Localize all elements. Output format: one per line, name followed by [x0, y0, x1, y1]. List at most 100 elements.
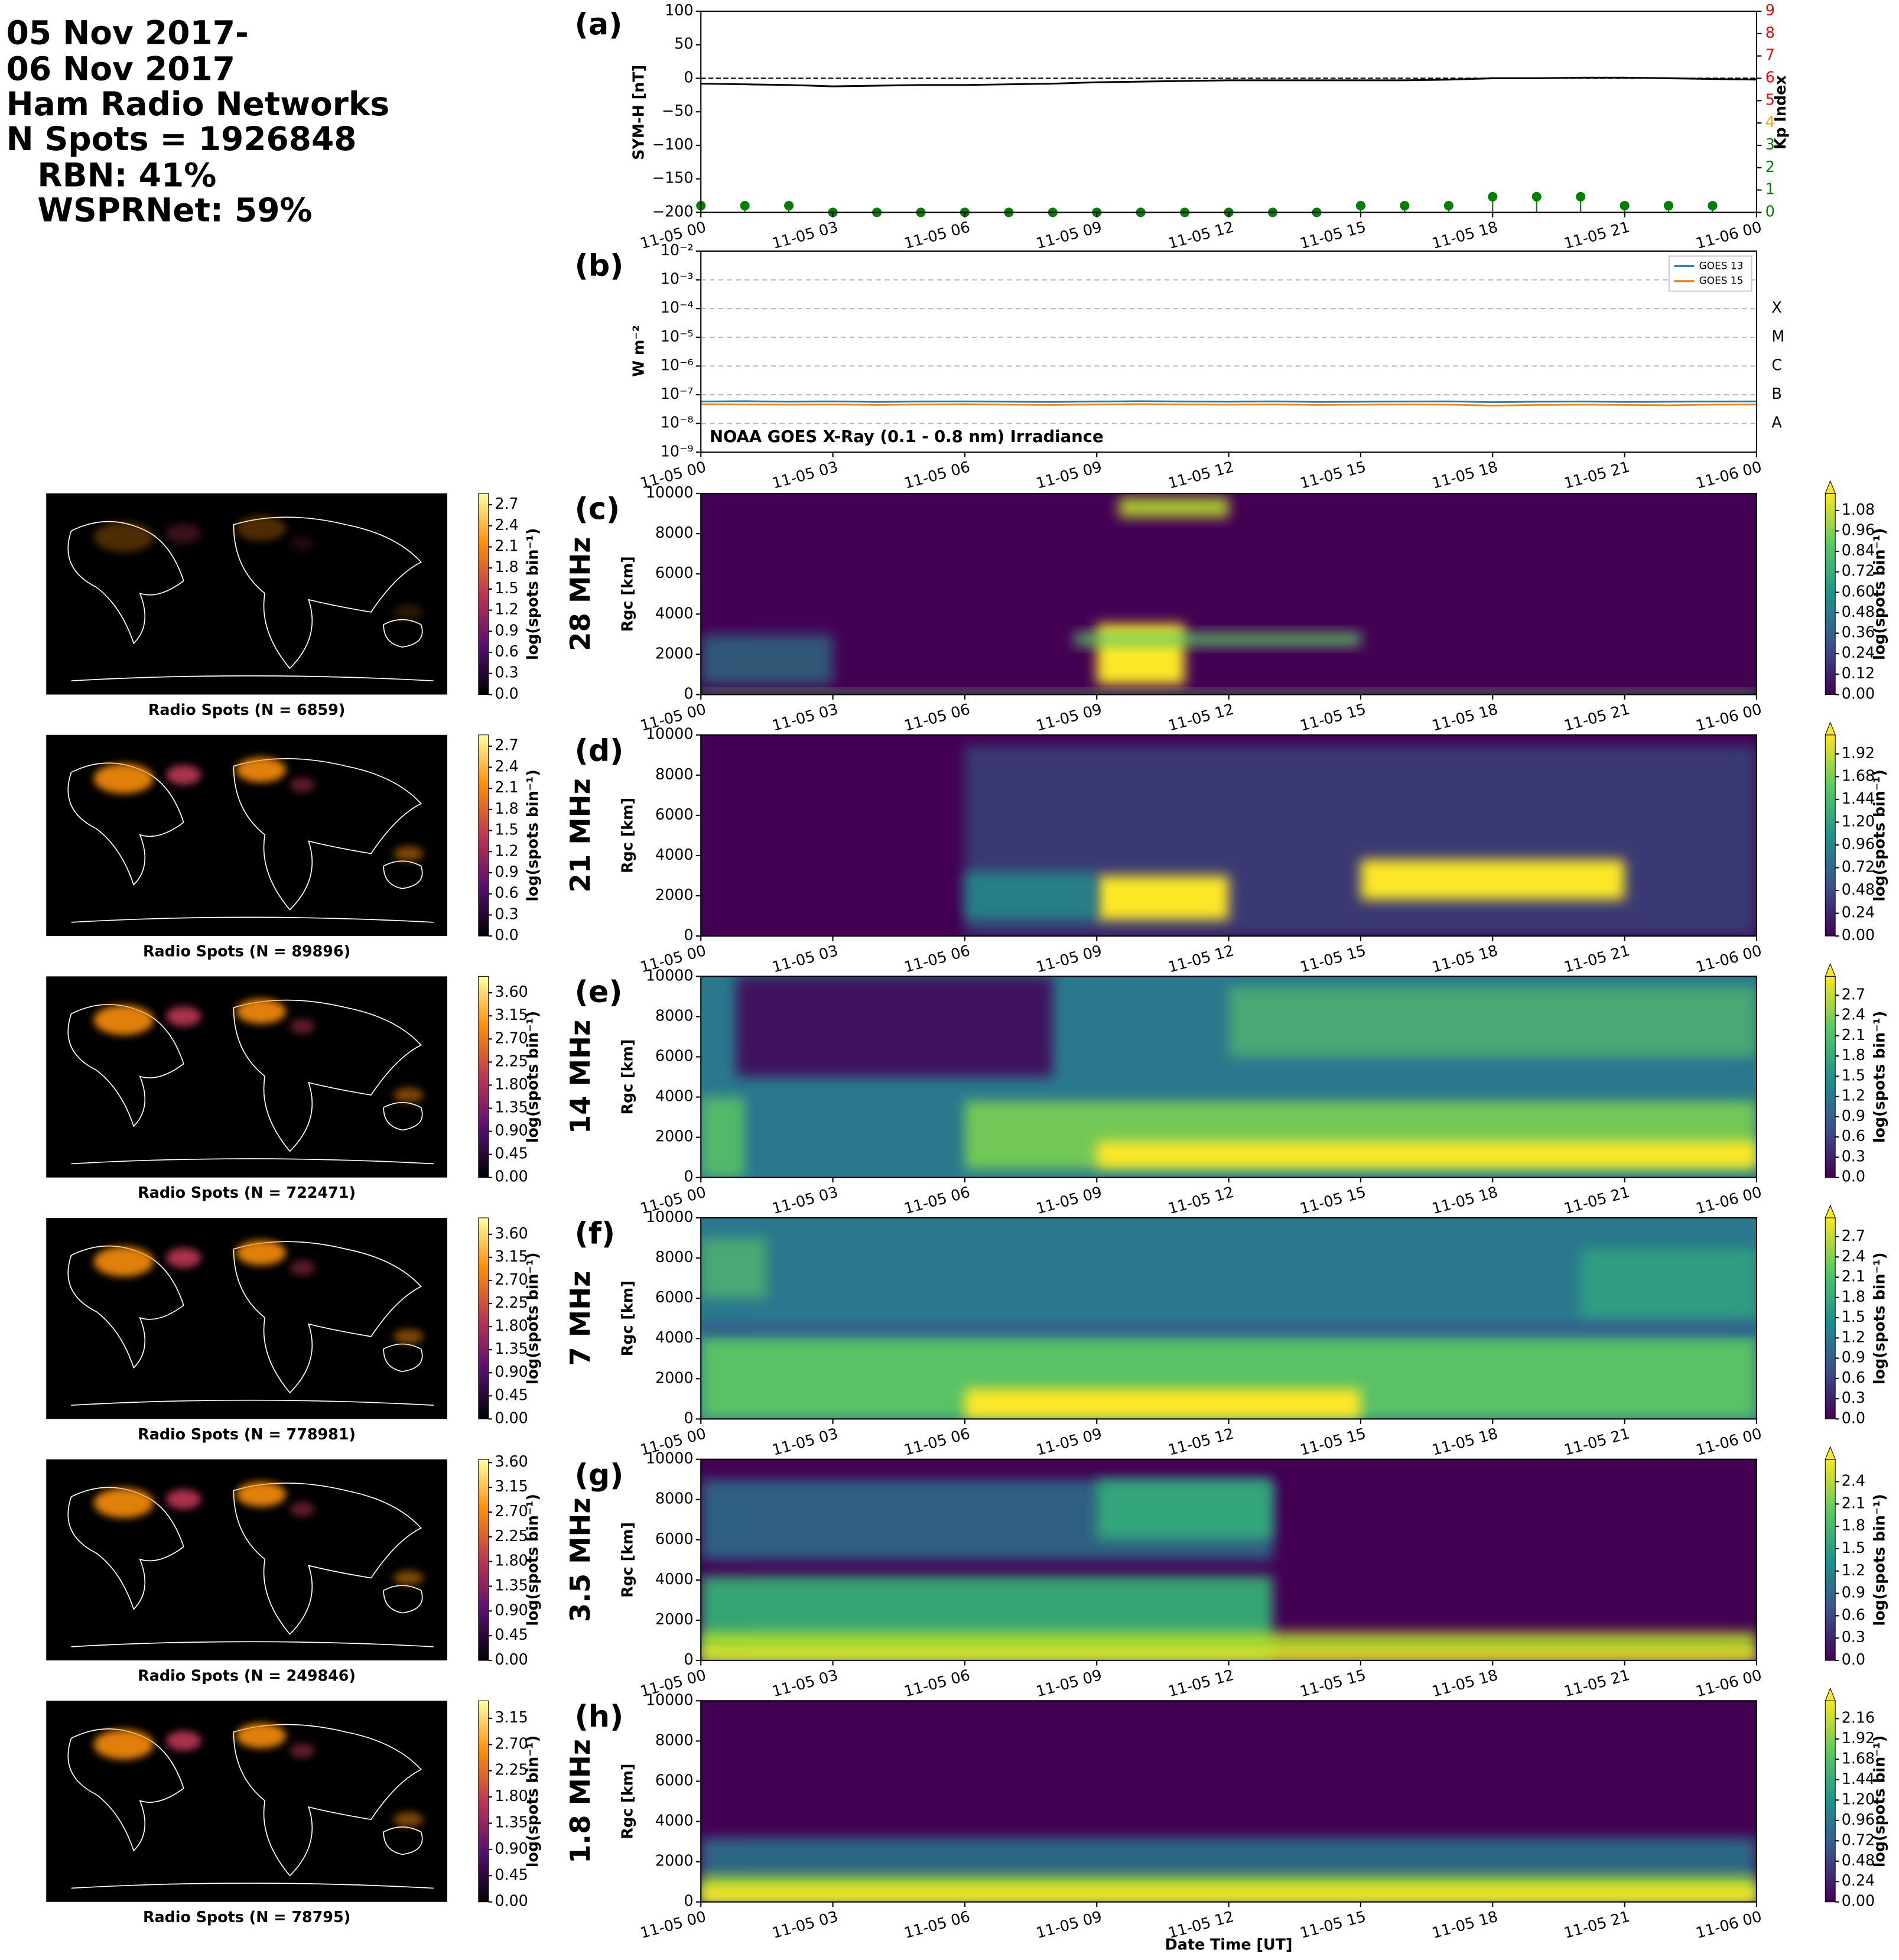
coastline	[67, 999, 434, 1165]
x-tick-label: 11-05 09	[1034, 217, 1104, 252]
colorbar-tick-label: 2.7	[495, 495, 518, 512]
colorbar-tick-label: 2.4	[1842, 1471, 1865, 1489]
colorbar-tick-label: 2.1	[1842, 1267, 1865, 1285]
panel-label: (d)	[575, 733, 624, 768]
colorbar-tick-label: 0.3	[1842, 1389, 1865, 1406]
y2-tick-label: 7	[1765, 46, 1775, 64]
y2-tick-label: 8	[1765, 24, 1775, 41]
x-tick-label: 11-05 15	[1298, 1183, 1368, 1217]
y2-tick-label: 4	[1765, 113, 1775, 131]
y-tick-label: 10000	[646, 1208, 694, 1226]
spot-density	[236, 999, 287, 1024]
spot-density	[394, 604, 424, 620]
x-tick-label: 11-05 03	[770, 1907, 840, 1942]
y-tick-label: 4000	[655, 604, 694, 622]
y-tick-label: 6000	[655, 564, 694, 581]
coastline	[67, 1724, 434, 1889]
colorbar-tick-label: 1.2	[1842, 1328, 1865, 1345]
heatmap-texture	[701, 1479, 1757, 1661]
y-tick-label: −150	[652, 169, 694, 187]
x-tick-label: 11-05 06	[902, 700, 972, 734]
y-axis-label: SYM-H [nT]	[630, 65, 648, 160]
y-axis-label: Rgc [km]	[619, 1039, 636, 1115]
x-tick-label: 11-05 06	[902, 1666, 972, 1700]
kp-point	[1531, 191, 1542, 201]
x-tick-label: 11-05 12	[1166, 457, 1235, 492]
y-tick-label: 50	[674, 35, 693, 53]
x-tick-label: 11-05 06	[902, 1424, 972, 1458]
panel-label: (c)	[575, 492, 620, 526]
x-tick-label: 11-05 15	[1298, 700, 1368, 734]
header-line: 05 Nov 2017-	[6, 14, 249, 51]
colorbar-label: log(spots bin⁻¹)	[1870, 1011, 1888, 1143]
y2-tick-label: 0	[1765, 202, 1775, 220]
colorbar-tick-label: 0.9	[495, 621, 518, 639]
colorbar-tick-label: 1.8	[1842, 1516, 1865, 1534]
y-tick-label: 2000	[655, 886, 694, 903]
y-tick-label: 2000	[655, 644, 694, 662]
header-line: RBN: 41%	[37, 156, 216, 194]
kp-point	[1620, 201, 1630, 211]
colorbar-tick-label: 0.96	[1842, 521, 1875, 539]
legend-label: GOES 15	[1699, 275, 1744, 287]
colorbar	[1825, 493, 1836, 695]
y-tick-label: 10000	[646, 966, 694, 984]
colorbar-label: log(spots bin⁻¹)	[1870, 528, 1888, 660]
x-tick-label: 11-05 06	[902, 1183, 972, 1217]
colorbar-extend	[1825, 963, 1836, 977]
colorbar-tick-label: 0.3	[495, 664, 518, 681]
y-tick-label: 10⁻³	[661, 270, 694, 288]
heatmap-region	[1228, 986, 1757, 1057]
heatmap-texture	[701, 497, 1757, 695]
plot-frame	[700, 10, 1758, 213]
flare-class-label: C	[1771, 356, 1782, 373]
x-tick-label: 11-06 00	[1694, 700, 1764, 734]
colorbar-tick-label: 0.3	[1842, 1628, 1865, 1646]
x-tick-label: 11-06 00	[1694, 1183, 1764, 1217]
colorbar-tick-label: 3.15	[495, 1708, 528, 1726]
map-title: Radio Spots (N = 78795)	[143, 1908, 350, 1926]
colorbar-tick-label: 2.1	[495, 537, 518, 555]
x-tick-label: 11-05 12	[1166, 700, 1235, 734]
colorbar-extend	[1825, 1204, 1836, 1218]
y-axis-label: Rgc [km]	[619, 1280, 636, 1356]
coastline	[67, 758, 434, 923]
spot-density	[93, 1488, 154, 1519]
heatmap-texture	[701, 976, 1757, 1178]
band-label: 1.8 MHz	[564, 1739, 596, 1864]
colorbar-tick-label: 2.70	[495, 1734, 528, 1752]
spot-density	[290, 777, 315, 792]
colorbar-tick-label: 2.4	[1842, 1006, 1865, 1023]
plot-frame	[700, 250, 1758, 453]
spot-density	[394, 1329, 424, 1344]
kp-point	[1488, 191, 1498, 201]
colorbar-tick-label: 1.44	[1842, 1770, 1875, 1787]
flare-class-label: A	[1771, 414, 1782, 431]
colorbar-tick-label: 2.1	[1842, 1026, 1865, 1044]
colorbar-tick-label: 0.90	[495, 1363, 528, 1380]
spot-density	[166, 765, 201, 785]
x-tick-label: 11-05 21	[1562, 1424, 1632, 1458]
x-tick-label: 11-05 18	[1430, 1424, 1500, 1458]
header-line: WSPRNet: 59%	[37, 191, 312, 229]
y-tick-label: 4000	[655, 846, 694, 863]
x-tick-label: 11-05 09	[1034, 1666, 1104, 1700]
colorbar-tick-label: 2.1	[1842, 1494, 1865, 1512]
x-tick-label: 11-05 15	[1298, 457, 1368, 492]
y-tick-label: 6000	[655, 805, 694, 823]
y-tick-label: 100	[665, 1, 693, 19]
legend-label: GOES 13	[1699, 259, 1744, 271]
y2-tick-label: 6	[1765, 68, 1775, 86]
y-tick-label: 0	[684, 1650, 693, 1668]
colorbar-tick-label: 0.00	[495, 1168, 528, 1185]
colorbar-tick-label: 0.45	[495, 1865, 528, 1883]
y-tick-label: 8000	[655, 765, 694, 783]
colorbar-tick-label: 3.15	[495, 1006, 528, 1023]
x-tick-label: 11-05 03	[770, 941, 840, 976]
x-tick-label: 11-05 15	[1298, 217, 1368, 252]
colorbar-tick-label: 2.70	[495, 1270, 528, 1288]
header-line: 06 Nov 2017	[6, 50, 235, 88]
colorbar-label: log(spots bin⁻¹)	[1870, 769, 1888, 902]
colorbar-tick-label: 0.48	[1842, 603, 1875, 620]
